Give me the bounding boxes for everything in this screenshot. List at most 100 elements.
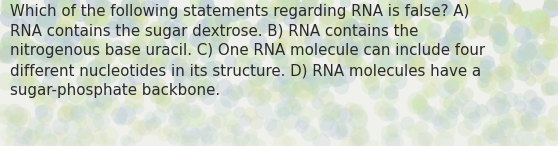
Point bbox=[67, 9, 76, 11]
Point bbox=[341, 125, 350, 128]
Point bbox=[385, 140, 394, 142]
Point bbox=[371, 91, 379, 93]
Point bbox=[97, 120, 106, 122]
Point bbox=[45, 37, 54, 40]
Point bbox=[46, 103, 55, 105]
Point bbox=[219, 86, 228, 88]
Point bbox=[353, 134, 362, 137]
Point bbox=[314, 75, 323, 77]
Point bbox=[403, 9, 412, 12]
Point bbox=[374, 22, 383, 25]
Point bbox=[140, 39, 148, 41]
Point bbox=[217, 19, 226, 21]
Point bbox=[92, 17, 101, 19]
Point bbox=[334, 27, 343, 29]
Point bbox=[186, 54, 195, 56]
Point bbox=[246, 113, 254, 115]
Point bbox=[81, 138, 90, 140]
Point bbox=[411, 61, 420, 64]
Point bbox=[208, 121, 217, 124]
Point bbox=[528, 29, 537, 32]
Point bbox=[92, 108, 100, 111]
Point bbox=[384, 42, 393, 45]
Point bbox=[20, 31, 28, 33]
Point bbox=[140, 58, 148, 61]
Point bbox=[18, 42, 27, 44]
Point bbox=[501, 71, 509, 73]
Point bbox=[87, 99, 96, 102]
Point bbox=[493, 98, 502, 101]
Point bbox=[260, 75, 269, 77]
Point bbox=[4, 15, 13, 18]
Point bbox=[195, 83, 204, 85]
Point bbox=[15, 25, 23, 27]
Point bbox=[533, 66, 542, 69]
Point bbox=[205, 42, 214, 44]
Point bbox=[7, 3, 16, 6]
Point bbox=[97, 1, 106, 3]
Point bbox=[138, 56, 147, 58]
Point bbox=[113, 47, 122, 49]
Point bbox=[293, 69, 302, 71]
Point bbox=[271, 82, 280, 84]
Point bbox=[152, 94, 161, 96]
Point bbox=[388, 12, 397, 14]
Point bbox=[337, 28, 346, 30]
Point bbox=[388, 73, 397, 75]
Point bbox=[520, 57, 529, 59]
Point bbox=[343, 73, 352, 75]
Point bbox=[46, 0, 55, 2]
Point bbox=[100, 44, 109, 47]
Point bbox=[391, 128, 400, 131]
Point bbox=[455, 56, 464, 58]
Point bbox=[285, 142, 294, 145]
Point bbox=[431, 80, 440, 82]
Point bbox=[330, 56, 339, 59]
Point bbox=[205, 84, 214, 86]
Point bbox=[254, 41, 263, 44]
Point bbox=[546, 50, 555, 52]
Point bbox=[341, 58, 350, 61]
Point bbox=[365, 84, 374, 87]
Point bbox=[496, 96, 505, 98]
Point bbox=[305, 0, 314, 2]
Point bbox=[202, 53, 211, 56]
Point bbox=[286, 18, 295, 21]
Point bbox=[514, 54, 523, 56]
Point bbox=[292, 3, 301, 6]
Point bbox=[520, 66, 529, 68]
Point bbox=[318, 111, 326, 114]
Point bbox=[473, 23, 482, 25]
Point bbox=[543, 47, 552, 50]
Point bbox=[301, 72, 310, 74]
Point bbox=[201, 4, 210, 6]
Point bbox=[47, 28, 56, 31]
Point bbox=[238, 62, 247, 65]
Point bbox=[247, 134, 256, 137]
Point bbox=[349, 49, 358, 51]
Point bbox=[546, 84, 555, 86]
Point bbox=[436, 123, 445, 125]
Point bbox=[340, 36, 349, 39]
Point bbox=[387, 129, 396, 131]
Point bbox=[240, 118, 249, 121]
Point bbox=[359, 7, 368, 9]
Point bbox=[420, 24, 429, 26]
Point bbox=[213, 32, 222, 34]
Point bbox=[218, 34, 227, 36]
Point bbox=[425, 88, 434, 90]
Point bbox=[45, 139, 54, 142]
Point bbox=[535, 141, 544, 144]
Point bbox=[323, 16, 331, 19]
Point bbox=[199, 27, 208, 29]
Point bbox=[35, 52, 44, 55]
Point bbox=[477, 111, 486, 113]
Point bbox=[179, 107, 188, 110]
Point bbox=[519, 136, 528, 138]
Point bbox=[538, 19, 547, 21]
Point bbox=[94, 99, 103, 101]
Point bbox=[519, 114, 528, 117]
Point bbox=[446, 18, 455, 20]
Point bbox=[87, 66, 96, 68]
Point bbox=[520, 18, 529, 20]
